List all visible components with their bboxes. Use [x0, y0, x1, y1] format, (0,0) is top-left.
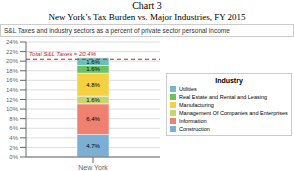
svg-text:14%: 14%	[8, 87, 19, 93]
html-text:Information: Information	[179, 117, 207, 124]
svg-text:24%: 24%	[8, 39, 19, 45]
svg-text:4%: 4%	[9, 135, 18, 141]
svg-text:4.8%: 4.8%	[86, 82, 100, 88]
html-text:Manufacturing: Manufacturing	[179, 101, 214, 108]
html-text:Industry: Industry	[215, 76, 243, 84]
svg-text:4.7%: 4.7%	[86, 143, 100, 149]
html-text:S&L Taxes and industry sectors: S&L Taxes and industry sectors as a perc…	[4, 27, 230, 34]
html-text:Chart 3: Chart 3	[132, 0, 162, 11]
svg-text:New York: New York	[78, 164, 108, 171]
html-text:Construction: Construction	[179, 125, 210, 132]
html-text:Management Of Companies and En: Management Of Companies and Enterprises	[179, 109, 288, 116]
svg-text:18%: 18%	[8, 68, 19, 74]
svg-text:16%: 16%	[8, 77, 19, 83]
svg-text:1.6%: 1.6%	[86, 59, 100, 65]
svg-text:1.6%: 1.6%	[86, 97, 100, 103]
html-text:Real Estate and Rental and Lea: Real Estate and Rental and Leasing	[179, 93, 268, 100]
svg-text:6%: 6%	[9, 125, 18, 131]
svg-text:10%: 10%	[8, 106, 19, 112]
svg-text:6.4%: 6.4%	[86, 116, 100, 122]
svg-text:1.6%: 1.6%	[86, 66, 100, 72]
svg-text:22%: 22%	[8, 49, 19, 55]
svg-text:8%: 8%	[9, 116, 18, 122]
svg-text:12%: 12%	[8, 97, 19, 103]
html-text:Utilities: Utilities	[179, 85, 197, 92]
svg-text:0%: 0%	[9, 154, 18, 160]
svg-text:Total S&L Taxes = 20.4%: Total S&L Taxes = 20.4%	[29, 51, 97, 57]
svg-text:20%: 20%	[8, 58, 19, 64]
html-text:New York’s Tax Burden vs. Majo: New York’s Tax Burden vs. Major Industri…	[48, 12, 246, 22]
svg-text:2%: 2%	[9, 145, 18, 151]
